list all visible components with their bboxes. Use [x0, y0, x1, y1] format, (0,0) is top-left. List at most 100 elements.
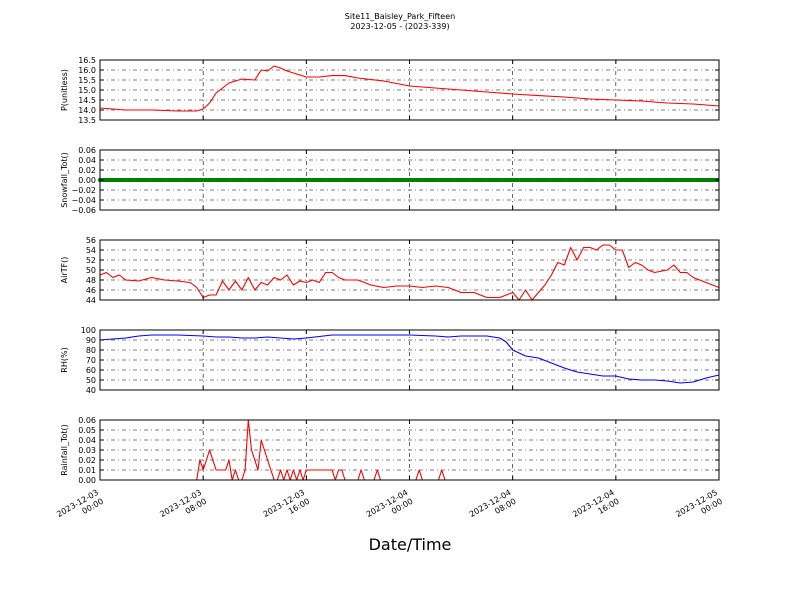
series-marker	[382, 178, 386, 182]
series-marker	[506, 178, 510, 182]
series-marker	[158, 178, 162, 182]
series-marker	[334, 178, 338, 182]
y-tick-label: 0.02	[78, 166, 96, 175]
series-marker	[350, 178, 354, 182]
series-marker	[554, 178, 558, 182]
series-marker	[494, 178, 498, 182]
series-marker	[162, 178, 166, 182]
series-marker	[558, 178, 562, 182]
series-marker	[302, 178, 306, 182]
series-marker	[130, 178, 134, 182]
series-marker	[674, 178, 678, 182]
series-marker	[514, 178, 518, 182]
series-marker	[290, 178, 294, 182]
y-tick-label: 0.04	[78, 156, 96, 165]
series-marker	[238, 178, 242, 182]
series-marker	[618, 178, 622, 182]
y-tick-label: 16.5	[78, 56, 96, 65]
series-marker	[146, 178, 150, 182]
series-marker	[502, 178, 506, 182]
y-tick-label: 50	[86, 266, 96, 275]
series-marker	[218, 178, 222, 182]
series-line	[100, 419, 719, 481]
series-marker	[702, 178, 706, 182]
series-marker	[462, 178, 466, 182]
series-marker	[638, 178, 642, 182]
series-marker	[322, 178, 326, 182]
series-marker	[298, 178, 302, 182]
series-marker	[342, 178, 346, 182]
series-marker	[706, 178, 710, 182]
series-marker	[110, 178, 114, 182]
series-marker	[378, 178, 382, 182]
series-marker	[366, 178, 370, 182]
series-marker	[206, 178, 210, 182]
series-marker	[710, 178, 714, 182]
y-axis-label: AirTF()	[60, 257, 69, 284]
y-tick-label: 70	[86, 356, 96, 365]
series-marker	[394, 178, 398, 182]
series-marker	[194, 178, 198, 182]
series-marker	[210, 178, 214, 182]
series-marker	[626, 178, 630, 182]
y-tick-label: 14.0	[78, 106, 96, 115]
series-marker	[214, 178, 218, 182]
series-marker	[574, 178, 578, 182]
y-tick-label: 0.03	[78, 446, 96, 455]
series-marker	[386, 178, 390, 182]
series-marker	[346, 178, 350, 182]
series-marker	[622, 178, 626, 182]
y-tick-label: 14.5	[78, 96, 96, 105]
panels: 13.514.014.515.015.516.016.5 P(unitless) −…	[60, 56, 720, 485]
x-axis-label: Date/Time	[369, 535, 452, 554]
series-marker	[266, 178, 270, 182]
panel-1: 13.514.014.515.015.516.016.5 P(unitless)	[60, 56, 720, 125]
series-marker	[630, 178, 634, 182]
y-tick-label: 46	[86, 286, 96, 295]
series-marker	[134, 178, 138, 182]
y-tick-label: 56	[86, 236, 96, 245]
y-axis-label: RH(%)	[60, 347, 69, 372]
series-marker	[518, 178, 522, 182]
series-marker	[106, 178, 110, 182]
series-marker	[226, 178, 230, 182]
series-marker	[278, 178, 282, 182]
series-marker	[202, 178, 206, 182]
series-marker	[458, 178, 462, 182]
y-tick-label: 52	[86, 256, 96, 265]
series-marker	[358, 178, 362, 182]
y-tick-label: 0.04	[78, 436, 96, 445]
series-marker	[186, 178, 190, 182]
series-marker	[486, 178, 490, 182]
series-marker	[122, 178, 126, 182]
series-marker	[222, 178, 226, 182]
series-marker	[634, 178, 638, 182]
series-marker	[258, 178, 262, 182]
y-tick-label: 80	[86, 346, 96, 355]
series-marker	[578, 178, 582, 182]
series-marker	[654, 178, 658, 182]
y-tick-label: 0.06	[78, 146, 96, 155]
series-marker	[686, 178, 690, 182]
series-marker	[230, 178, 234, 182]
series-marker	[522, 178, 526, 182]
series-marker	[306, 178, 310, 182]
series-marker	[182, 178, 186, 182]
series-marker	[418, 178, 422, 182]
series-marker	[650, 178, 654, 182]
series-marker	[586, 178, 590, 182]
series-marker	[662, 178, 666, 182]
series-marker	[274, 178, 278, 182]
series-marker	[310, 178, 314, 182]
series-marker	[318, 178, 322, 182]
series-marker	[362, 178, 366, 182]
series-marker	[270, 178, 274, 182]
series-marker	[466, 178, 470, 182]
y-tick-label: 50	[86, 376, 96, 385]
y-tick-label: 0.01	[78, 466, 96, 475]
y-tick-label: 0.00	[78, 476, 96, 485]
panel-5: 0.000.010.020.030.040.050.06 Rainfall_Tot…	[60, 416, 720, 485]
y-tick-label: 54	[86, 246, 96, 255]
y-tick-label: 90	[86, 336, 96, 345]
